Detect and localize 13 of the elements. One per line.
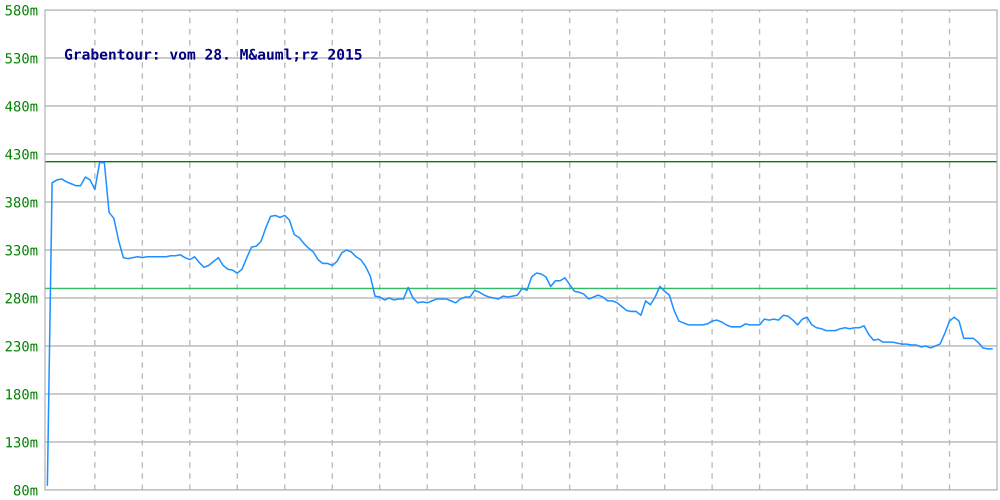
- text: Grabentour: vom 28. M&auml;rz 2015: [64, 48, 362, 62]
- y-tick-label: 80m: [14, 485, 38, 496]
- y-tick-label: 230m: [6, 341, 38, 352]
- y-tick-label: 580m: [6, 5, 38, 16]
- y-tick-label: 130m: [6, 437, 38, 448]
- line-series: [46, 162, 994, 486]
- y-tick-label: 480m: [5, 101, 38, 112]
- y-tick-label: 530m: [6, 53, 38, 64]
- y-tick-label: 280m: [6, 293, 38, 304]
- y-tick-label: 430m: [5, 149, 38, 160]
- y-tick-label: 180m: [6, 389, 38, 400]
- y-tick-label: 380m: [6, 197, 38, 208]
- y-tick-label: 330m: [6, 245, 38, 256]
